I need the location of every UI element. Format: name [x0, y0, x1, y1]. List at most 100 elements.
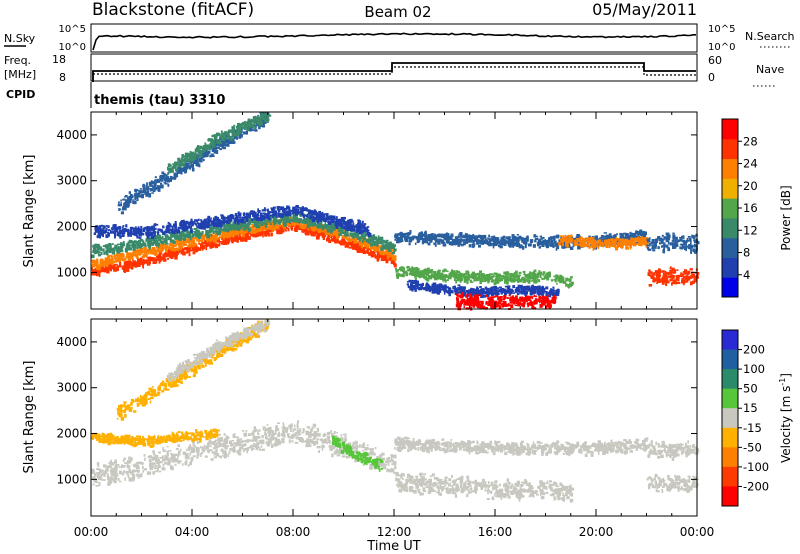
data-cell: [126, 268, 130, 272]
data-cell: [222, 236, 225, 240]
data-cell: [393, 258, 397, 262]
data-cell: [150, 232, 153, 237]
data-cell: [117, 203, 121, 207]
data-cell: [323, 213, 327, 215]
data-cell: [229, 234, 232, 238]
data-cell: [161, 257, 164, 261]
data-cell: [246, 127, 250, 131]
data-cell: [194, 231, 199, 234]
data-cell: [257, 212, 259, 216]
data-cell: [215, 234, 218, 237]
data-cell: [285, 226, 288, 230]
data-cell: [321, 229, 325, 233]
data-cell: [351, 244, 354, 247]
data-cell: [290, 212, 293, 215]
data-cell: [188, 166, 192, 170]
data-cell: [117, 226, 122, 230]
data-cell: [471, 281, 474, 283]
data-cell: [611, 244, 615, 247]
data-cell: [114, 233, 117, 236]
data-cell: [170, 254, 174, 257]
data-cell: [184, 158, 188, 160]
data-cell: [133, 230, 136, 233]
data-cell: [324, 221, 327, 226]
data-cell: [173, 172, 177, 177]
data-cell: [288, 220, 291, 223]
data-cell: [238, 216, 242, 219]
data-cell: [560, 242, 563, 245]
data-cell: [194, 151, 197, 154]
data-cell: [313, 209, 316, 213]
data-cell: [255, 120, 259, 124]
data-cell: [332, 215, 336, 220]
data-cell: [311, 215, 313, 217]
data-cell: [224, 131, 227, 135]
data-cell: [400, 231, 403, 235]
data-cell: [297, 211, 301, 213]
data-cell: [139, 228, 143, 232]
data-cell: [387, 257, 391, 261]
data-cell: [356, 248, 359, 252]
data-cell: [385, 254, 388, 256]
data-cell: [588, 246, 591, 249]
beam-title: Beam 02: [364, 3, 431, 21]
data-cell: [616, 244, 619, 248]
data-cell: [360, 230, 364, 234]
data-cell: [546, 241, 550, 244]
data-cell: [358, 227, 362, 231]
data-cell: [175, 239, 179, 243]
data-cell: [429, 233, 433, 236]
data-cell: [329, 220, 333, 224]
data-cell: [165, 250, 168, 253]
data-cell: [362, 239, 364, 243]
data-cell: [224, 134, 229, 138]
noise-left-label: N.Sky: [4, 32, 36, 45]
data-cell: [417, 237, 421, 242]
data-cell: [279, 215, 284, 218]
data-cell: [183, 158, 187, 163]
data-cell: [297, 224, 301, 229]
data-cell: [202, 241, 206, 244]
data-cell: [108, 249, 112, 254]
data-cell: [158, 251, 162, 255]
data-cell: [641, 232, 645, 237]
data-cell: [275, 214, 278, 218]
data-cell: [515, 242, 518, 246]
data-cell: [483, 234, 487, 239]
data-cell: [133, 244, 136, 249]
data-cell: [226, 132, 229, 135]
data-cell: [604, 236, 608, 240]
data-cell: [313, 225, 318, 230]
data-cell: [382, 239, 385, 243]
data-cell: [97, 228, 100, 232]
data-cell: [551, 242, 554, 246]
data-cell: [196, 239, 198, 242]
data-cell: [285, 222, 289, 227]
data-cell: [305, 231, 309, 236]
data-cell: [251, 225, 256, 229]
data-cell: [147, 231, 151, 235]
data-cell: [207, 139, 211, 141]
data-cell: [561, 240, 564, 244]
data-cell: [554, 244, 557, 247]
data-cell: [163, 258, 167, 262]
data-cell: [511, 237, 515, 241]
data-cell: [638, 240, 641, 244]
data-cell: [373, 250, 376, 254]
data-cell: [267, 226, 272, 230]
data-cell: [177, 157, 181, 161]
data-cell: [217, 138, 220, 142]
data-cell: [134, 232, 138, 236]
data-cell: [472, 234, 475, 237]
data-cell: [142, 184, 146, 187]
data-cell: [352, 222, 355, 227]
freq-tick-bottom: 8: [59, 71, 66, 84]
data-cell: [204, 145, 207, 148]
data-cell: [126, 264, 130, 269]
data-cell: [283, 210, 286, 215]
data-cell: [219, 223, 223, 226]
data-cell: [529, 239, 534, 243]
data-cell: [148, 193, 152, 196]
data-cell: [233, 232, 236, 236]
data-cell: [182, 219, 185, 223]
